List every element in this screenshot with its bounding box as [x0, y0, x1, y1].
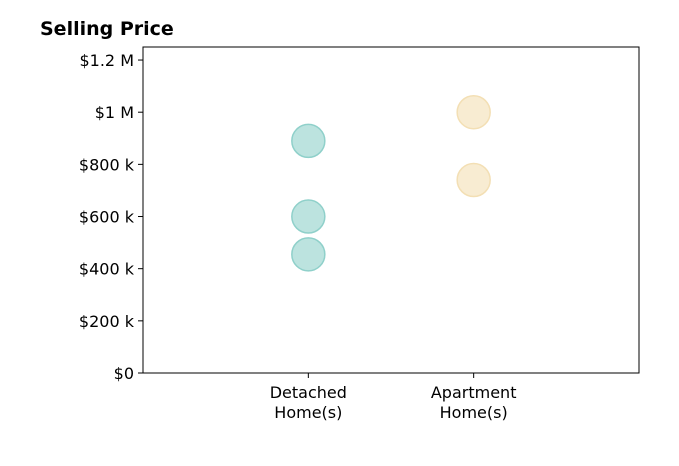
point	[291, 237, 326, 272]
point	[291, 123, 326, 159]
y-tick-label: $800 k	[79, 155, 135, 174]
y-tick-label: $600 k	[79, 208, 135, 227]
chart-title: Selling Price	[40, 18, 174, 40]
point	[456, 162, 491, 198]
plot-frame	[142, 46, 640, 374]
point	[291, 199, 326, 234]
y-tick-label: $0	[114, 364, 134, 383]
y-tick-label: $1 M	[95, 103, 134, 122]
x-tick-label: Detached Home(s)	[270, 383, 347, 422]
x-tick-label: Apartment Home(s)	[431, 383, 517, 422]
point	[456, 94, 491, 130]
y-tick-label: $1.2 M	[79, 51, 134, 70]
y-tick-label: $200 k	[79, 312, 135, 331]
y-tick-label: $400 k	[79, 260, 135, 279]
